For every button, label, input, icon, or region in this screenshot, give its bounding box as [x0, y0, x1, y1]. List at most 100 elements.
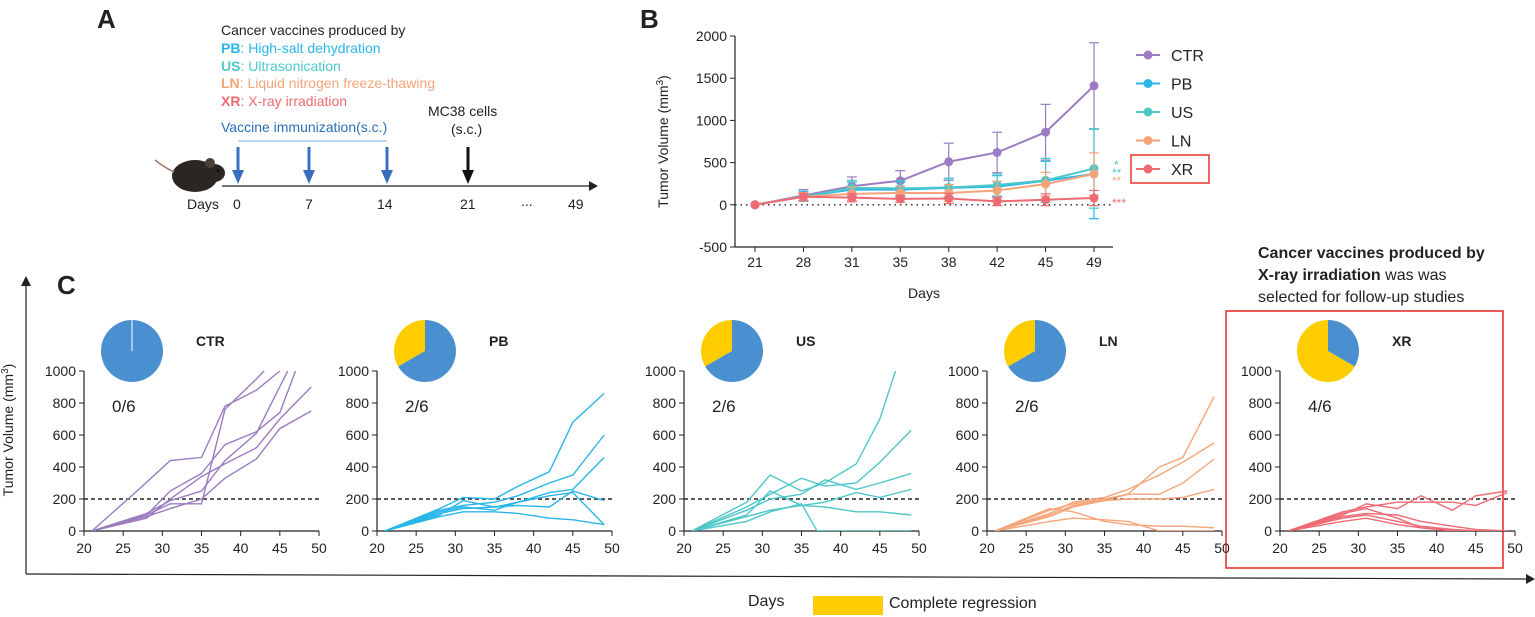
c-fraction-label: 4/6	[1308, 397, 1332, 416]
b-data-point	[1089, 193, 1099, 203]
c-x-tick-label: 50	[1214, 540, 1230, 556]
c-animal-line	[994, 517, 1215, 531]
c-animal-line	[91, 370, 265, 531]
c-x-tick-label: 50	[1507, 540, 1523, 556]
panel-label-c: C	[57, 270, 76, 300]
b-y-axis-label-close: )	[655, 75, 671, 80]
c-x-tick-label: 40	[526, 540, 542, 556]
c-fraction-label: 2/6	[405, 397, 429, 416]
c-outer-x-axis	[25, 573, 1531, 580]
method-code: US	[221, 58, 241, 74]
c-animal-line	[994, 442, 1215, 531]
c-animal-line	[1287, 507, 1508, 531]
c-animal-line	[691, 488, 912, 531]
c-x-tick-label: 50	[911, 540, 927, 556]
pie-slice-regression	[394, 320, 425, 367]
chart-b: -500 0 500 1000 1500 2000 21 28 31 35 38 42 45 49 Days…	[655, 28, 1210, 301]
b-series-line	[754, 195, 1095, 206]
c-y-tick-label: 400	[346, 459, 370, 475]
mouse-head	[203, 164, 225, 182]
b-x-tick-label: 49	[1086, 254, 1102, 270]
pie-slice-progression	[1008, 320, 1066, 382]
c-y-tick-label: 400	[653, 459, 677, 475]
c-y-tick-label: 200	[346, 491, 370, 507]
b-series-xr	[750, 189, 1099, 210]
b-data-point	[1089, 169, 1099, 179]
c-panel-us: 0 200 400 600 800 1000 20 25 30 35 40 45 50 US 2/6	[645, 320, 927, 556]
b-y-tick-label: 0	[719, 197, 727, 213]
selection-note: Cancer vaccines produced by X-ray irradi…	[1258, 243, 1485, 309]
method-code: XR	[221, 93, 241, 109]
pie-slice-progression	[1328, 319, 1359, 367]
c-animal-line	[384, 434, 605, 531]
b-sig-ln: **	[1112, 174, 1122, 188]
b-x-tick-label: 31	[844, 254, 860, 270]
method-code: LN	[221, 75, 240, 91]
c-fraction-label: 2/6	[712, 397, 736, 416]
c-x-tick-label: 35	[794, 540, 810, 556]
c-y-tick-label: 800	[653, 395, 677, 411]
c-x-tick-label: 30	[755, 540, 771, 556]
c-y-tick-label: 200	[1249, 491, 1273, 507]
timeline-tick: 7	[305, 196, 313, 212]
c-x-tick-label: 40	[833, 540, 849, 556]
pie-slice-progression	[705, 320, 763, 382]
mouse-icon	[154, 158, 225, 192]
cells-route: (s.c.)	[451, 121, 483, 137]
panel-label-b: B	[640, 4, 659, 34]
timeline-tick: 21	[460, 196, 476, 212]
method-desc: : Liquid nitrogen freeze-thawing	[239, 75, 436, 91]
vaccine-arrowhead	[303, 170, 315, 184]
b-legend-marker	[1143, 50, 1153, 60]
c-animal-line	[384, 511, 605, 531]
c-y-tick-label: 600	[956, 427, 980, 443]
c-lines	[1287, 490, 1508, 531]
c-y-tick-label: 1000	[1241, 363, 1272, 379]
regression-swatch	[813, 596, 883, 615]
c-x-tick-label: 40	[1136, 540, 1152, 556]
timeline-tick: 49	[568, 196, 584, 212]
c-x-tick-label: 40	[1429, 540, 1445, 556]
method-us: US: Ultrasonication	[221, 58, 341, 74]
panel-c-xlabel: Days	[748, 593, 785, 610]
b-legend-marker	[1143, 79, 1153, 88]
b-x-tick-label: 21	[747, 254, 763, 270]
timeline-tick: 14	[377, 196, 393, 212]
c-animal-line	[994, 458, 1215, 531]
c-x-tick-label: 50	[604, 540, 620, 556]
c-animal-line	[691, 472, 912, 531]
pie-slice-regression	[1003, 319, 1035, 367]
b-series-line	[754, 85, 1095, 206]
c-lines	[691, 370, 912, 531]
c-y-axis-label-superscript: 3	[0, 368, 11, 374]
c-x-tick-label: 50	[311, 540, 327, 556]
b-legend-label-ln: LN	[1171, 134, 1191, 151]
vaccine-arrowhead	[381, 170, 393, 184]
c-lines	[994, 396, 1215, 531]
b-data-point	[944, 157, 954, 167]
timeline-tick: 0	[233, 196, 241, 212]
c-y-tick-label: 0	[971, 523, 979, 539]
method-xr: XR: X-ray irradiation	[221, 93, 347, 109]
b-x-tick-label: 35	[892, 254, 908, 270]
b-x-tick-label: 28	[796, 254, 812, 270]
c-y-tick-label: 400	[53, 459, 77, 475]
c-outer-x-arrowhead	[1526, 574, 1535, 584]
c-y-tick-label: 1000	[338, 363, 369, 379]
c-x-tick-label: 20	[76, 540, 92, 556]
c-x-tick-label: 25	[715, 540, 731, 556]
c-animal-line	[91, 410, 312, 531]
b-data-point	[895, 194, 905, 204]
b-data-point	[944, 193, 954, 203]
method-desc: : High-salt dehydration	[240, 40, 381, 56]
panel-label-a: A	[97, 4, 116, 34]
c-animal-line	[691, 504, 912, 531]
pie-slice-regression	[1297, 320, 1355, 382]
method-desc: : Ultrasonication	[240, 58, 341, 74]
method-ln: LN: Liquid nitrogen freeze-thawing	[221, 75, 435, 91]
c-y-axis-label-close: )	[0, 364, 16, 369]
c-y-tick-label: 1000	[45, 363, 76, 379]
c-x-tick-label: 25	[115, 540, 131, 556]
timeline-tick: ...	[521, 193, 533, 209]
